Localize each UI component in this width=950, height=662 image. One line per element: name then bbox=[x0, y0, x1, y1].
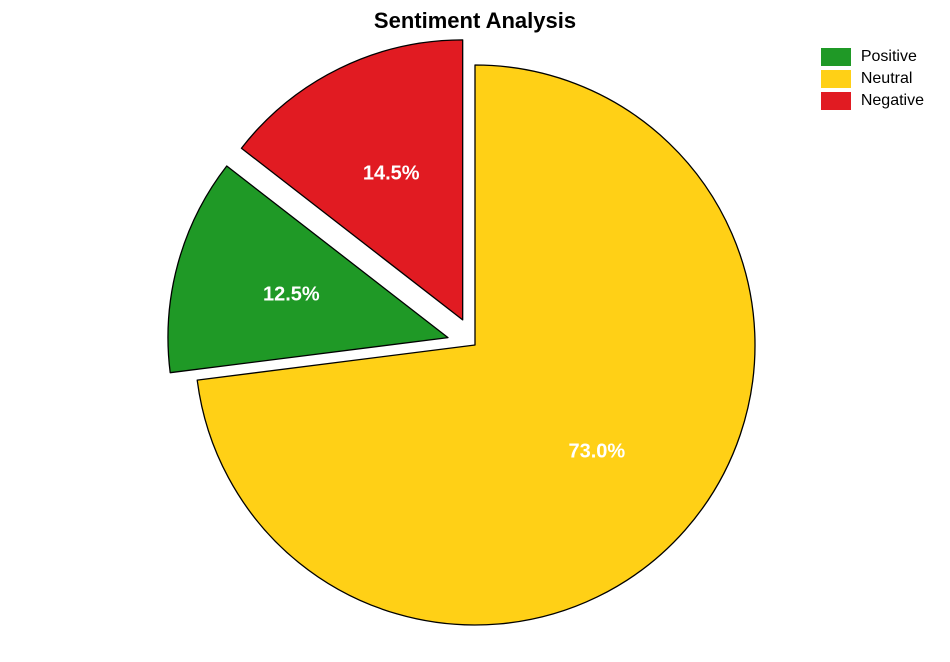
legend-label-positive: Positive bbox=[861, 48, 917, 66]
pie-svg bbox=[0, 0, 950, 662]
slice-label-positive: 12.5% bbox=[263, 283, 320, 306]
legend-swatch-negative bbox=[821, 92, 851, 110]
legend-row-neutral: Neutral bbox=[821, 70, 924, 88]
legend-swatch-positive bbox=[821, 48, 851, 66]
legend-row-positive: Positive bbox=[821, 48, 924, 66]
legend-row-negative: Negative bbox=[821, 92, 924, 110]
legend-label-negative: Negative bbox=[861, 92, 924, 110]
legend: Positive Neutral Negative bbox=[821, 48, 924, 114]
legend-label-neutral: Neutral bbox=[861, 70, 913, 88]
legend-swatch-neutral bbox=[821, 70, 851, 88]
slice-label-neutral: 73.0% bbox=[568, 441, 625, 464]
slice-label-negative: 14.5% bbox=[363, 163, 420, 186]
sentiment-pie-chart: Sentiment Analysis Positive Neutral Nega… bbox=[0, 0, 950, 662]
